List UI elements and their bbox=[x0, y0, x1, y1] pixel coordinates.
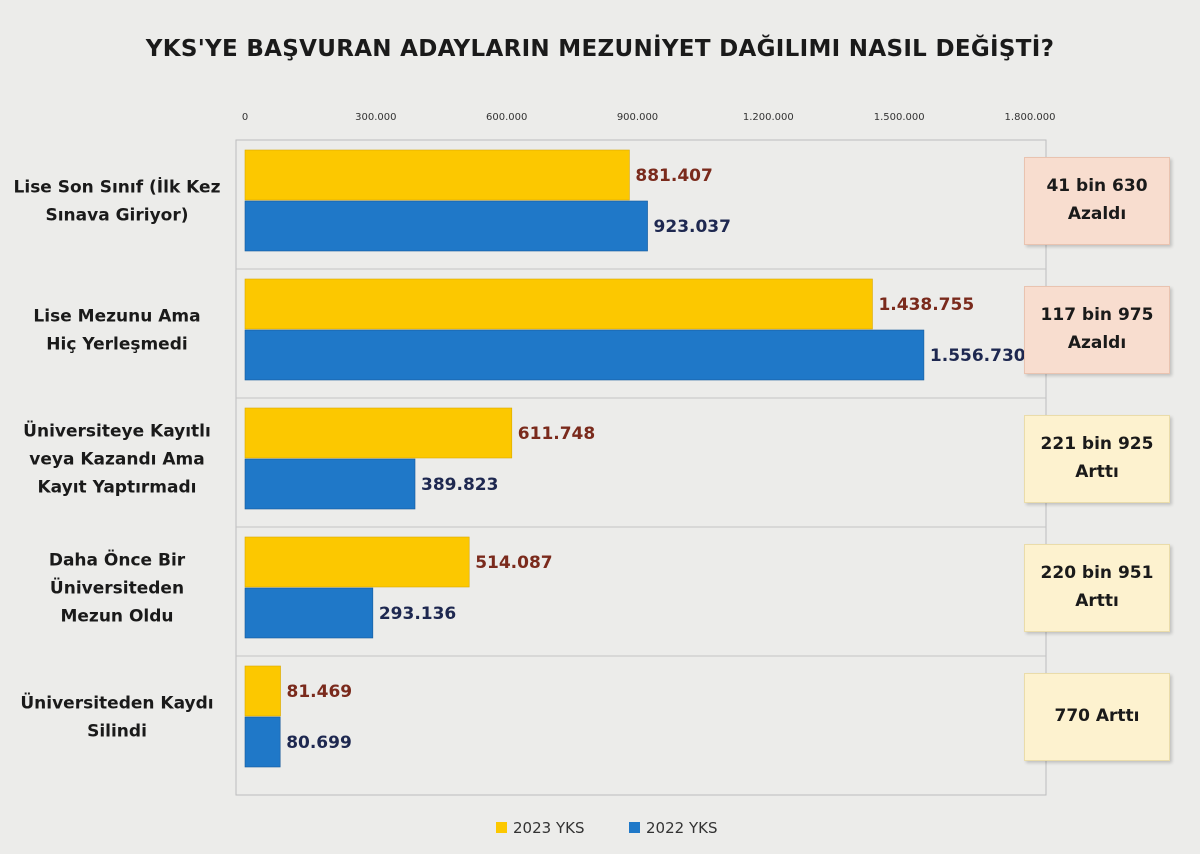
change-text: Arttı bbox=[1075, 461, 1119, 482]
bar-2023 bbox=[244, 278, 873, 330]
change-text: 770 Arttı bbox=[1054, 705, 1140, 726]
category-label: Lise Mezunu Ama bbox=[33, 307, 200, 327]
x-tick-label: 300.000 bbox=[355, 112, 396, 123]
change-text: 41 bin 630 bbox=[1046, 176, 1148, 197]
bar-2022 bbox=[244, 458, 416, 510]
change-box-increase: 220 bin 951 Arttı bbox=[1024, 543, 1170, 632]
value-label-2023: 611.748 bbox=[518, 424, 595, 444]
category-label: Üniversiteden Kaydı bbox=[20, 692, 213, 714]
category-label: Kayıt Yaptırmadı bbox=[38, 478, 197, 498]
legend-label: 2022 YKS bbox=[646, 819, 717, 837]
bar-2022 bbox=[244, 329, 925, 381]
category-label: Üniversiteye Kayıtlı bbox=[23, 420, 211, 442]
bar-2023 bbox=[244, 536, 470, 588]
bar-2022 bbox=[244, 716, 281, 768]
change-text: Arttı bbox=[1075, 590, 1119, 611]
value-label-2022: 923.037 bbox=[654, 217, 731, 237]
value-label-2022: 293.136 bbox=[379, 604, 456, 624]
change-text: 220 bin 951 bbox=[1040, 563, 1154, 584]
x-tick-label: 0 bbox=[242, 112, 248, 123]
category-label: Daha Önce Bir bbox=[49, 549, 186, 571]
x-tick-label: 1.200.000 bbox=[743, 112, 794, 123]
bar-2022 bbox=[244, 587, 374, 639]
bar-2023 bbox=[244, 665, 281, 717]
category-label: veya Kazandı Ama bbox=[29, 450, 204, 470]
category-label: Mezun Oldu bbox=[60, 607, 173, 627]
chart-title: YKS'YE BAŞVURAN ADAYLARIN MEZUNİYET DAĞI… bbox=[145, 36, 1055, 62]
change-box-decrease: 117 bin 975 Azaldı bbox=[1024, 285, 1170, 374]
legend-swatch bbox=[629, 822, 640, 833]
change-box-increase: 221 bin 925 Arttı bbox=[1024, 414, 1170, 503]
change-text: 117 bin 975 bbox=[1040, 305, 1154, 326]
change-text: Azaldı bbox=[1067, 332, 1127, 353]
value-label-2023: 1.438.755 bbox=[878, 295, 974, 315]
category-label: Sınava Giriyor) bbox=[45, 206, 188, 226]
category-label: Silindi bbox=[87, 722, 147, 742]
x-tick-label: 900.000 bbox=[617, 112, 658, 123]
category-label: Üniversiteden bbox=[50, 577, 184, 599]
x-tick-label: 1.500.000 bbox=[874, 112, 925, 123]
bar-2022 bbox=[244, 200, 648, 252]
value-label-2022: 1.556.730 bbox=[930, 346, 1026, 366]
value-label-2022: 389.823 bbox=[421, 475, 498, 495]
change-box-increase: 770 Arttı bbox=[1024, 672, 1170, 761]
change-text: Azaldı bbox=[1067, 203, 1127, 224]
value-label-2022: 80.699 bbox=[286, 733, 352, 753]
category-label: Hiç Yerleşmedi bbox=[46, 335, 187, 355]
value-label-2023: 81.469 bbox=[287, 682, 353, 702]
legend-label: 2023 YKS bbox=[513, 819, 584, 837]
bar-2023 bbox=[244, 149, 630, 201]
bar-2023 bbox=[244, 407, 513, 459]
category-label: Lise Son Sınıf (İlk Kez bbox=[14, 176, 221, 198]
x-tick-label: 600.000 bbox=[486, 112, 527, 123]
value-label-2023: 514.087 bbox=[475, 553, 552, 573]
value-label-2023: 881.407 bbox=[635, 166, 712, 186]
legend-swatch bbox=[496, 822, 507, 833]
change-text: 221 bin 925 bbox=[1040, 434, 1154, 455]
change-box-decrease: 41 bin 630 Azaldı bbox=[1024, 156, 1170, 245]
x-tick-label: 1.800.000 bbox=[1005, 112, 1056, 123]
